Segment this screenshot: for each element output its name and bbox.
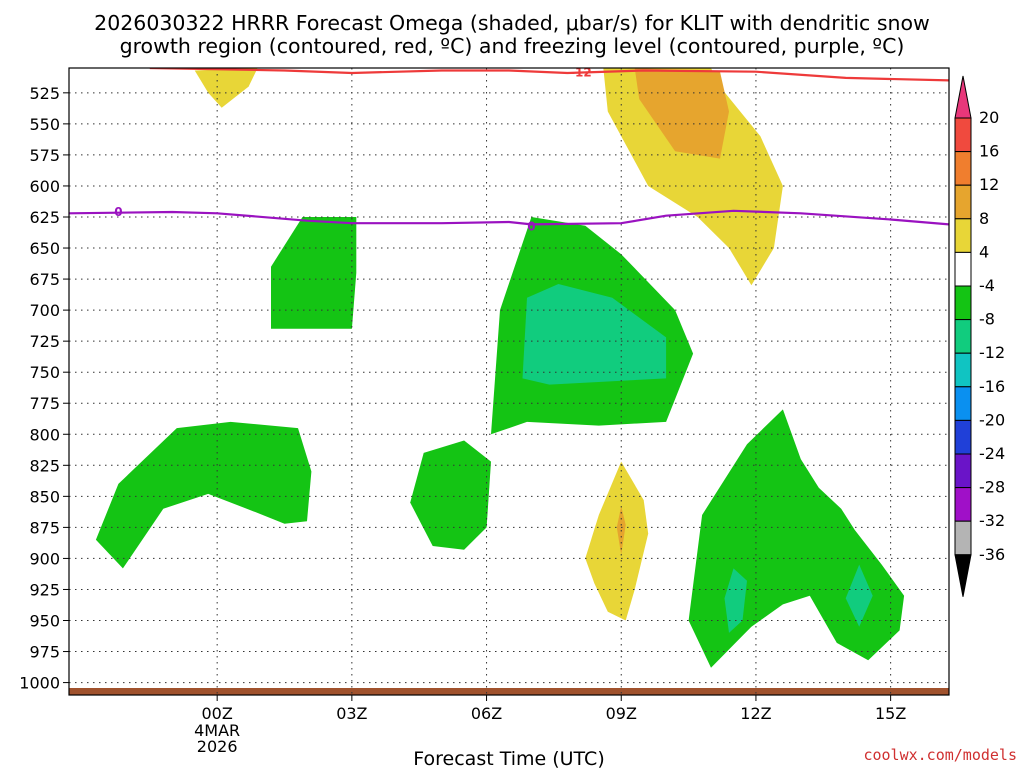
x-tick-label-06Z: 06Z [471,704,502,723]
colorbar-label-13: -36 [979,545,1005,564]
y-tick-label-775: 775 [29,394,60,413]
x-tick-label-09Z: 09Z [606,704,637,723]
y-tick-label-550: 550 [29,115,60,134]
freezing-level-contour [69,209,949,226]
credit-text: coolwx.com/models [863,746,1017,764]
omega-region-10 [522,284,667,385]
colorbar-label-0: 20 [979,108,999,127]
omega-region-17 [585,461,649,621]
colorbar-swatch-11 [954,487,972,522]
freezing-level-label-1: 0 [114,205,122,219]
colorbar-swatch-10 [954,453,972,489]
omega-region-6 [634,68,729,159]
colorbar-label-5: -4 [979,276,995,295]
y-tick-label-700: 700 [29,301,60,320]
colorbar-swatch-8 [954,386,972,421]
chart-title-line-1: 2026030322 HRRR Forecast Omega (shaded, … [94,11,930,35]
x-tick-label-15Z: 15Z [875,704,906,723]
dgz-contour-label: -12 [570,65,592,79]
y-tick-label-925: 925 [29,580,60,599]
omega-region-5 [603,68,783,286]
terrain-ground-bar [69,688,949,695]
y-tick-label-725: 725 [29,332,60,351]
colorbar-top-arrow [954,75,972,119]
colorbar-swatch-5 [954,285,972,321]
colorbar-label-2: 12 [979,175,999,194]
omega-region-19 [324,543,406,650]
dgz-contour-line [149,68,949,82]
contour-labels-layer: 0 0 -12 [114,65,591,233]
freezing-level-label-2: 0 [527,220,535,234]
colorbar-label-10: -24 [979,444,1005,463]
colorbar-legend: 20 16 12 8 4 -4 -8 -12 -16 -20 -24 -28 -32 -36 [954,75,1005,597]
y-tick-label-975: 975 [29,643,60,662]
colorbar-label-7: -12 [979,343,1005,362]
colorbar-label-1: 16 [979,142,999,161]
chart-title-line-2: growth region (contoured, red, ºC) and f… [120,34,905,58]
y-tick-label-825: 825 [29,456,60,475]
plot-frame [68,67,950,696]
colorbar-swatch-7 [954,352,972,388]
y-tick-label-525: 525 [29,84,60,103]
x-tick-label-03Z: 03Z [336,704,367,723]
colorbar-swatch-3 [954,218,972,253]
omega-shading-layer [95,68,949,668]
omega-region-2 [194,68,258,108]
y-tick-label-1000: 1000 [19,674,60,693]
colorbar-swatch-9 [954,419,972,455]
colorbar-swatch-4 [954,251,972,287]
colorbar-swatch-2 [954,184,972,220]
y-tick-label-800: 800 [29,425,60,444]
colorbar-swatch-6 [954,319,972,354]
x-tick-label-00Z: 00Z [201,704,232,723]
colorbar-swatch-0 [954,117,972,153]
colorbar-label-11: -28 [979,478,1005,497]
colorbar-label-8: -16 [979,377,1005,396]
y-tick-label-850: 850 [29,487,60,506]
dotted-gridlines [69,68,949,695]
x-tick-sublabel-2026: 2026 [197,737,238,756]
y-tick-label-750: 750 [29,363,60,382]
y-tick-label-575: 575 [29,146,60,165]
contour-lines-layer [69,68,949,226]
omega-region-13 [688,409,905,668]
y-tick-label-600: 600 [29,177,60,196]
omega-region-15 [845,564,873,627]
x-axis-label: Forecast Time (UTC) [413,748,604,768]
pressure-axis: 525 550 575 600 625 650 675 700 725 750 775 800 825 8… [19,84,69,693]
x-tick-sublabel-4MAR: 4MAR [194,721,240,740]
colorbar-label-4: 4 [979,242,989,261]
y-tick-label-650: 650 [29,239,60,258]
x-tick-label-12Z: 12Z [740,704,771,723]
colorbar-swatch-12 [954,520,972,556]
omega-region-20 [212,580,231,650]
colorbar-label-12: -32 [979,511,1005,530]
colorbar-label-9: -20 [979,410,1005,429]
omega-region-11 [95,421,312,569]
colorbar-swatch-1 [954,151,972,186]
colorbar-bottom-arrow [954,554,972,597]
colorbar-label-3: 8 [979,209,989,228]
y-tick-label-950: 950 [29,612,60,631]
omega-region-3 [383,68,415,186]
omega-region-8 [271,217,357,329]
y-tick-label-625: 625 [29,208,60,227]
colorbar-label-6: -8 [979,310,995,329]
omega-region-12 [410,440,491,550]
omega-region-14 [724,568,747,633]
y-tick-label-675: 675 [29,270,60,289]
y-tick-label-875: 875 [29,518,60,537]
y-tick-label-900: 900 [29,549,60,568]
